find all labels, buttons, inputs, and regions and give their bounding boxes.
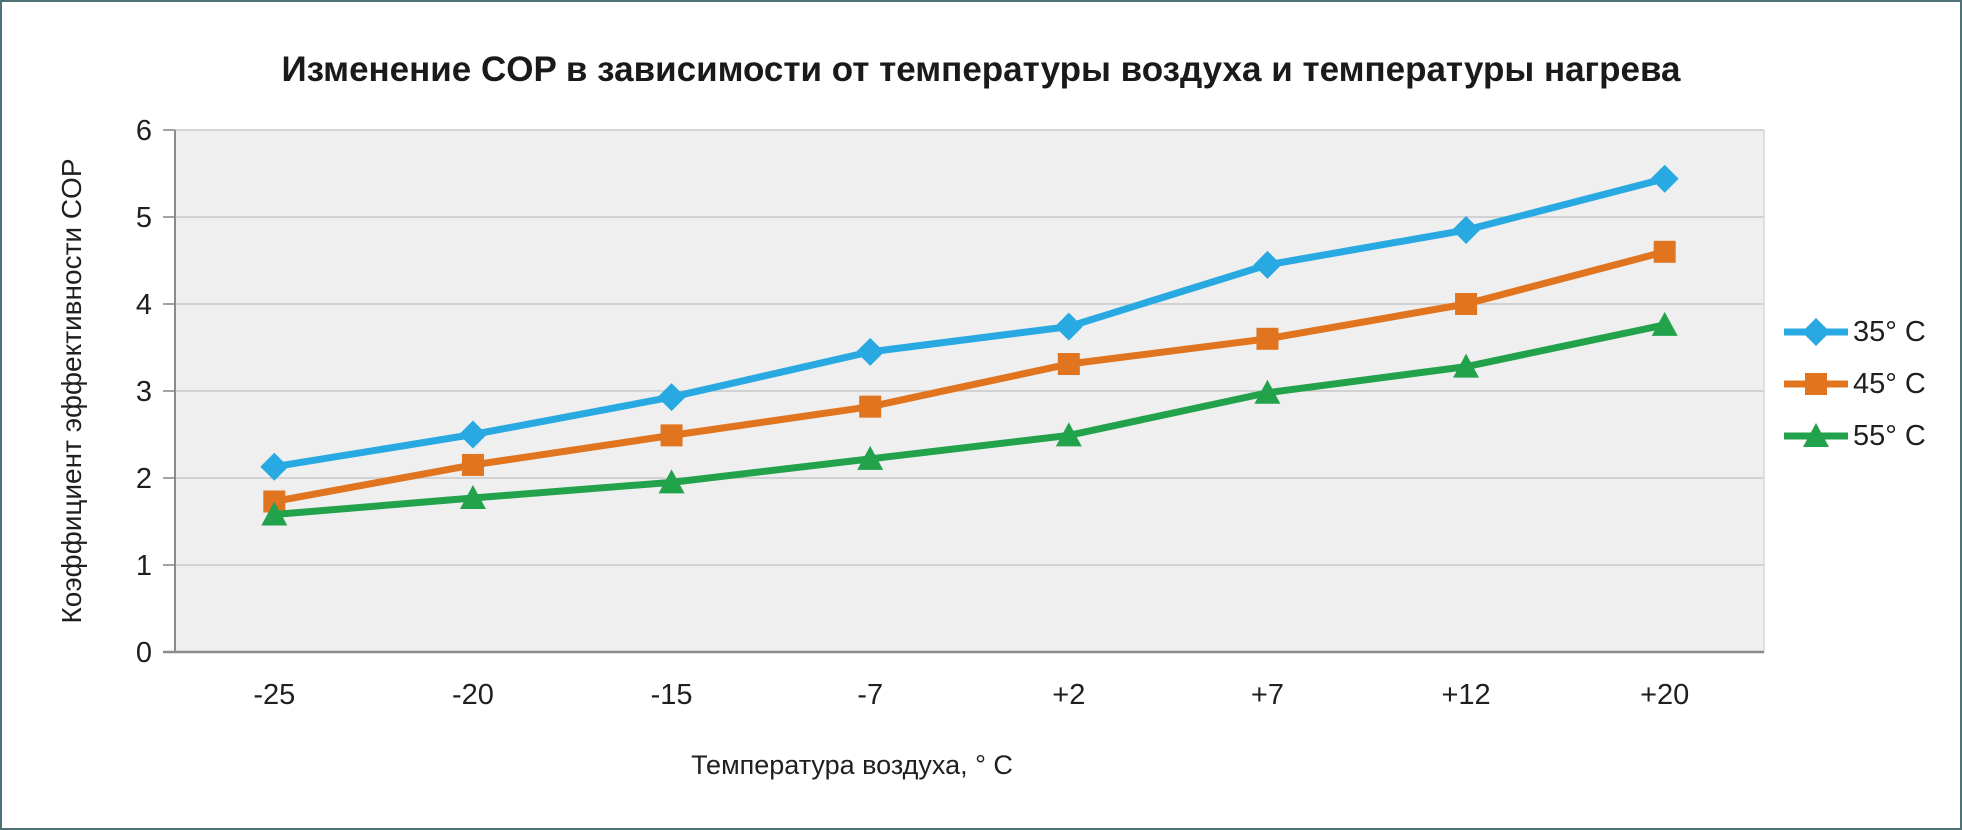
y-tick-label: 4 <box>136 289 152 321</box>
series-marker <box>461 453 484 476</box>
x-tick-label: -15 <box>651 679 693 711</box>
series-marker <box>658 469 685 494</box>
series-marker <box>859 395 882 418</box>
series-marker <box>459 485 486 510</box>
legend-item: 55° C <box>1784 416 1926 456</box>
chart-title: Изменение COP в зависимости от температу… <box>281 50 1681 89</box>
y-tick-label: 5 <box>136 202 152 234</box>
series-line-35C <box>270 175 1669 471</box>
series-marker <box>458 420 487 449</box>
series-marker <box>260 452 289 481</box>
series-marker <box>1253 250 1282 279</box>
series-marker <box>1452 216 1481 245</box>
x-tick-label: -25 <box>253 679 295 711</box>
series-marker <box>1054 312 1083 341</box>
y-tick-label: 1 <box>136 550 152 582</box>
legend-item: 45° C <box>1784 364 1926 404</box>
y-tick-label: 2 <box>136 463 152 495</box>
series-marker <box>1055 422 1082 447</box>
series-marker <box>857 445 884 470</box>
legend-label: 45° C <box>1853 367 1926 400</box>
series-marker <box>1653 240 1676 263</box>
legend-swatch-square-icon <box>1784 373 1848 395</box>
series-marker <box>1651 311 1678 336</box>
series-marker <box>1254 379 1281 404</box>
y-tick-label: 0 <box>136 637 152 669</box>
series-marker <box>856 337 885 366</box>
x-tick-label: +12 <box>1441 679 1490 711</box>
legend: 35° C 45° C 55° C <box>1784 312 1926 456</box>
series-marker <box>1057 353 1080 376</box>
legend-swatch-triangle-icon <box>1784 423 1848 447</box>
series-line-45C <box>270 248 1669 505</box>
series-marker <box>1453 353 1480 378</box>
x-tick-label: +2 <box>1052 679 1085 711</box>
legend-item: 35° C <box>1784 312 1926 352</box>
x-tick-label: -20 <box>452 679 494 711</box>
y-tick-label: 6 <box>136 115 152 147</box>
x-tick-label: -7 <box>857 679 883 711</box>
series-line-55C <box>270 321 1669 519</box>
series-marker <box>263 490 286 513</box>
y-tick-label: 3 <box>136 376 152 408</box>
series-marker <box>660 424 683 447</box>
series-marker <box>657 383 686 412</box>
legend-label: 55° C <box>1853 419 1926 452</box>
series-marker <box>1650 164 1679 193</box>
series-marker <box>261 501 288 526</box>
legend-label: 35° C <box>1853 315 1926 348</box>
x-axis-title: Температура воздуха, ° C <box>691 750 1013 780</box>
x-tick-label: +20 <box>1640 679 1689 711</box>
series-marker <box>1256 327 1279 350</box>
series-marker <box>1455 293 1478 315</box>
legend-swatch-diamond-icon <box>1784 318 1848 346</box>
x-tick-label: +7 <box>1251 679 1284 711</box>
